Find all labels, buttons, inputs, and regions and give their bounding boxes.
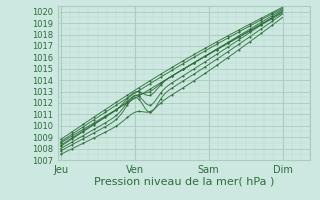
X-axis label: Pression niveau de la mer( hPa ): Pression niveau de la mer( hPa ) xyxy=(94,176,274,186)
